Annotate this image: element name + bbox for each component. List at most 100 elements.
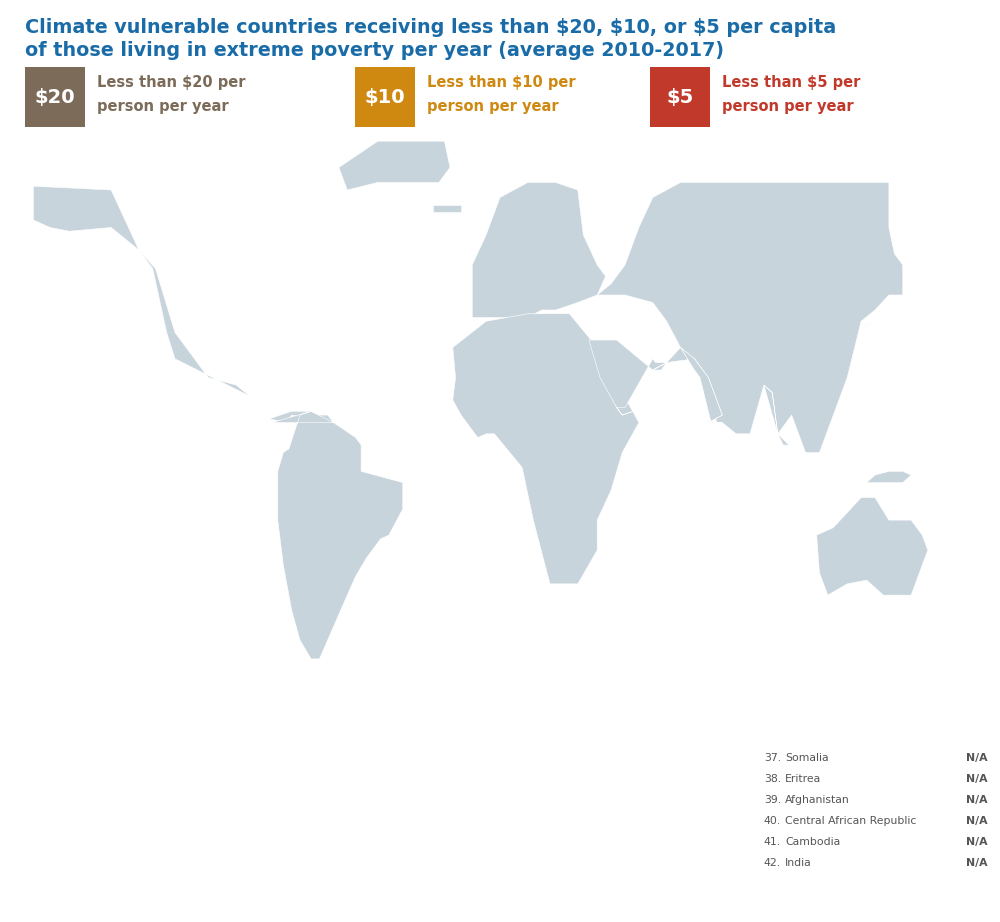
Text: Guinea: Guinea (37, 816, 76, 826)
Text: 10.: 10. (16, 879, 33, 889)
Text: 31.: 31. (516, 858, 533, 868)
Text: Eswatini: Eswatini (537, 879, 582, 889)
Text: $6.82: $6.82 (707, 774, 742, 784)
Text: Haiti: Haiti (785, 711, 810, 721)
Text: 5.: 5. (16, 774, 26, 784)
Text: 6.: 6. (16, 795, 26, 805)
Text: 13.: 13. (266, 711, 283, 721)
Text: Less than $5 per: Less than $5 per (722, 75, 860, 89)
Text: Guinea-Bissau: Guinea-Bissau (287, 774, 365, 784)
Text: Angola: Angola (37, 711, 75, 721)
Text: Tanzania, United Republic of: Tanzania, United Republic of (287, 691, 411, 700)
Text: 35.: 35. (764, 711, 781, 721)
Text: Yemen: Yemen (37, 837, 73, 847)
Text: Togo: Togo (37, 753, 62, 763)
Text: Zambia: Zambia (287, 816, 329, 826)
Text: $2.91: $2.91 (458, 732, 492, 742)
Polygon shape (453, 313, 644, 584)
Text: $1.36: $1.36 (207, 753, 242, 763)
Text: Zimbabwe: Zimbabwe (37, 858, 95, 868)
Text: $2.05: $2.05 (208, 858, 242, 868)
Polygon shape (861, 317, 889, 329)
Text: Liberia: Liberia (537, 691, 574, 701)
Text: $6.73: $6.73 (707, 753, 742, 763)
Text: 33.: 33. (516, 900, 533, 910)
Text: Lesotho: Lesotho (537, 837, 580, 847)
Text: Central African Republic: Central African Republic (785, 816, 916, 826)
Text: 40.: 40. (764, 816, 781, 826)
Polygon shape (272, 411, 403, 659)
Text: 32.: 32. (516, 879, 533, 889)
Text: India: India (785, 858, 812, 868)
Text: $3.84: $3.84 (457, 795, 492, 805)
Text: Less than $20 per: Less than $20 per (97, 75, 246, 89)
Text: 4.: 4. (16, 753, 26, 763)
Text: Benin: Benin (287, 837, 318, 847)
Text: $1.90: $1.90 (208, 816, 242, 826)
Text: $1.92: $1.92 (208, 837, 242, 847)
Text: 23.: 23. (516, 691, 533, 701)
Text: Rwanda: Rwanda (537, 795, 581, 805)
Text: $0.76: $0.76 (207, 711, 242, 721)
Text: $3.27: $3.27 (457, 753, 492, 763)
Text: $4.97: $4.97 (457, 900, 492, 910)
Text: $4.91: $4.91 (458, 879, 492, 889)
Polygon shape (433, 205, 461, 212)
Text: Madagascar: Madagascar (37, 774, 103, 784)
Text: $0.92: $0.92 (214, 733, 242, 741)
Text: Chad: Chad (287, 753, 315, 763)
Text: $19.04: $19.04 (945, 711, 987, 721)
Text: of those living in extreme poverty per year (average 2010-2017): of those living in extreme poverty per y… (25, 41, 724, 61)
Text: N/A: N/A (966, 774, 987, 784)
Text: Climate vulnerable countries receiving less than $20, $10, or $5 per capita: Climate vulnerable countries receiving l… (25, 18, 836, 38)
Polygon shape (597, 183, 903, 453)
Text: 19.: 19. (266, 837, 283, 847)
Text: Eritrea: Eritrea (785, 774, 821, 784)
Text: Cambodia: Cambodia (785, 837, 840, 847)
Text: 2.: 2. (16, 711, 26, 721)
Text: 7.: 7. (16, 816, 26, 826)
Text: 36.: 36. (764, 732, 781, 742)
Text: 18.: 18. (266, 816, 283, 826)
Text: person per year: person per year (97, 99, 229, 113)
Text: $10: $10 (365, 88, 405, 107)
Text: 38.: 38. (764, 774, 781, 784)
Text: N/A: N/A (966, 816, 987, 826)
Text: Uganda: Uganda (287, 732, 329, 742)
Text: Somalia: Somalia (785, 753, 829, 763)
Text: 15.: 15. (266, 753, 283, 763)
Text: Djibouti: Djibouti (37, 691, 80, 701)
Text: $14.88: $14.88 (700, 879, 742, 889)
Text: 21.: 21. (266, 879, 283, 889)
Text: 30.: 30. (516, 837, 533, 847)
Text: Mali: Mali (287, 900, 309, 910)
Text: 16.: 16. (266, 774, 283, 784)
Text: $5: $5 (666, 88, 694, 107)
Text: Sierra Leone: Sierra Leone (37, 795, 106, 805)
Text: 11.: 11. (16, 900, 33, 910)
Text: Cote d'Ivoire: Cote d'Ivoire (37, 900, 106, 910)
Text: Senegal: Senegal (537, 900, 581, 910)
Text: 14.: 14. (266, 732, 283, 742)
Text: $2.50: $2.50 (458, 711, 492, 721)
Text: $13.69: $13.69 (700, 858, 742, 868)
Text: 27.: 27. (516, 774, 533, 784)
Text: $0.13: $0.13 (208, 691, 242, 701)
Text: person per year: person per year (427, 99, 559, 113)
Text: Afghanistan: Afghanistan (785, 795, 850, 805)
Text: 37.: 37. (764, 753, 781, 763)
Text: $2.44: $2.44 (207, 900, 242, 910)
Polygon shape (589, 340, 667, 408)
Text: $4.84: $4.84 (457, 858, 492, 868)
Text: Papua New Guinea: Papua New Guinea (537, 774, 640, 784)
Text: $4.46: $4.46 (457, 816, 492, 826)
Text: 12.: 12. (266, 691, 280, 700)
Text: Lao, People's Democratic Republic of: Lao, People's Democratic Republic of (785, 691, 947, 700)
Text: 29.: 29. (516, 816, 533, 826)
Text: $2.25: $2.25 (207, 879, 242, 889)
Polygon shape (867, 471, 911, 482)
Polygon shape (764, 385, 789, 445)
Text: $1.72: $1.72 (207, 795, 242, 805)
Text: 41.: 41. (764, 837, 781, 847)
Text: $2.44: $2.44 (464, 691, 492, 700)
